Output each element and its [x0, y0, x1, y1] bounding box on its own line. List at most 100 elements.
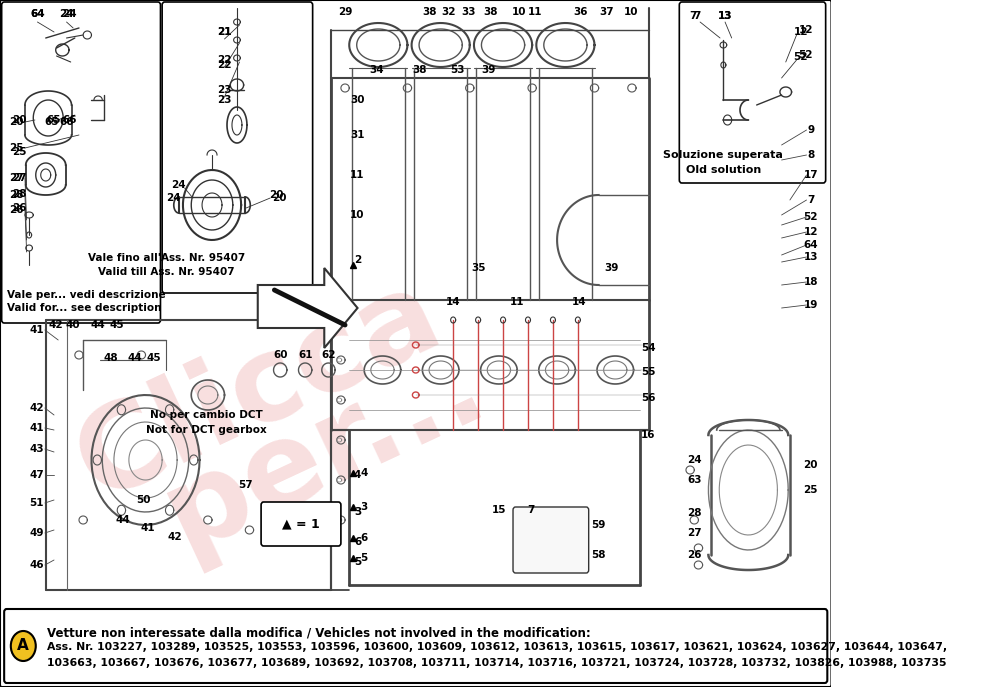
Text: 20: 20	[803, 460, 818, 470]
Circle shape	[11, 631, 36, 661]
Text: 60: 60	[273, 350, 287, 360]
Text: 39: 39	[482, 65, 496, 75]
Text: 20: 20	[272, 193, 287, 203]
Text: 24: 24	[166, 193, 181, 203]
FancyBboxPatch shape	[0, 0, 831, 687]
Text: 38: 38	[412, 65, 426, 75]
Text: 20: 20	[12, 115, 26, 125]
Text: 23: 23	[217, 95, 232, 105]
Text: 56: 56	[641, 393, 656, 403]
Text: 47: 47	[29, 470, 44, 480]
Text: 43: 43	[29, 444, 44, 454]
Text: 5: 5	[361, 553, 368, 563]
Text: 3: 3	[361, 502, 368, 512]
Text: 44: 44	[116, 515, 130, 525]
Text: 12: 12	[798, 25, 813, 35]
Text: 4: 4	[360, 468, 368, 478]
Text: ▲ = 1: ▲ = 1	[282, 517, 320, 530]
FancyBboxPatch shape	[2, 2, 160, 323]
Text: 2: 2	[354, 255, 361, 265]
Text: 45: 45	[147, 353, 161, 363]
Text: 29: 29	[338, 7, 352, 17]
Text: 52: 52	[798, 50, 813, 60]
Text: 31: 31	[350, 130, 365, 140]
Text: 42: 42	[29, 403, 44, 413]
Text: 62: 62	[321, 350, 336, 360]
Text: 38: 38	[423, 7, 437, 17]
Text: 64: 64	[803, 240, 818, 250]
Text: 24: 24	[59, 9, 74, 19]
Text: 59: 59	[591, 520, 606, 530]
Text: 13: 13	[803, 252, 818, 262]
Text: 11: 11	[510, 297, 524, 307]
Text: 44: 44	[91, 320, 105, 330]
Text: 12: 12	[793, 27, 808, 37]
Text: 27: 27	[687, 528, 702, 538]
Text: 11: 11	[350, 170, 365, 180]
Text: 30: 30	[350, 95, 365, 105]
Text: 26: 26	[687, 550, 702, 560]
Text: 49: 49	[29, 528, 44, 538]
Text: Vale per... vedi descrizione: Vale per... vedi descrizione	[7, 290, 165, 300]
Text: 14: 14	[446, 297, 460, 307]
Text: 55: 55	[641, 367, 656, 377]
Text: 103663, 103667, 103676, 103677, 103689, 103692, 103708, 103711, 103714, 103716, : 103663, 103667, 103676, 103677, 103689, …	[47, 658, 946, 668]
Text: 65: 65	[47, 115, 61, 125]
Text: 34: 34	[369, 65, 384, 75]
Text: 6: 6	[354, 537, 361, 547]
FancyBboxPatch shape	[4, 609, 827, 683]
FancyBboxPatch shape	[162, 2, 313, 293]
Text: 7: 7	[693, 11, 700, 21]
Text: 25: 25	[9, 143, 24, 153]
FancyBboxPatch shape	[679, 2, 826, 183]
Text: 16: 16	[641, 430, 656, 440]
Text: 24: 24	[171, 180, 186, 190]
Text: 66: 66	[63, 115, 77, 125]
Text: 36: 36	[573, 7, 588, 17]
Text: 10: 10	[512, 7, 526, 17]
Text: 10: 10	[350, 210, 365, 220]
Text: 17: 17	[803, 170, 818, 180]
Text: 35: 35	[471, 263, 485, 273]
Text: 7: 7	[527, 505, 534, 515]
Text: 23: 23	[217, 85, 232, 95]
Text: 48: 48	[103, 353, 118, 363]
Text: 21: 21	[217, 27, 232, 37]
Text: 8: 8	[807, 150, 814, 160]
Text: 54: 54	[641, 343, 656, 353]
Text: No per cambio DCT: No per cambio DCT	[150, 410, 263, 420]
Text: 18: 18	[803, 277, 818, 287]
Text: 10: 10	[624, 7, 638, 17]
Text: 57: 57	[238, 480, 253, 490]
Text: 5: 5	[354, 557, 361, 567]
FancyBboxPatch shape	[513, 507, 589, 573]
Text: 28: 28	[687, 508, 702, 518]
Text: 28: 28	[9, 190, 24, 200]
Text: Not for DCT gearbox: Not for DCT gearbox	[146, 425, 267, 435]
Text: 42: 42	[48, 320, 63, 330]
Text: 33: 33	[461, 7, 475, 17]
Text: Soluzione superata: Soluzione superata	[663, 150, 783, 160]
Text: 6: 6	[361, 533, 368, 543]
Text: Clicca: Clicca	[58, 256, 457, 524]
Text: 39: 39	[604, 263, 618, 273]
Text: 64: 64	[30, 9, 45, 19]
Text: 25: 25	[12, 147, 26, 157]
Text: 66: 66	[59, 117, 74, 127]
Text: 27: 27	[9, 173, 24, 183]
Text: Old solution: Old solution	[686, 165, 761, 175]
Text: 25: 25	[803, 485, 818, 495]
Text: 19: 19	[804, 300, 818, 310]
Text: 3: 3	[354, 507, 361, 517]
Text: Ass. Nr. 103227, 103289, 103525, 103553, 103596, 103600, 103609, 103612, 103613,: Ass. Nr. 103227, 103289, 103525, 103553,…	[47, 642, 947, 652]
Text: 53: 53	[450, 65, 465, 75]
Text: 20: 20	[9, 117, 24, 127]
FancyBboxPatch shape	[261, 502, 341, 546]
Text: 4: 4	[354, 470, 361, 480]
Text: 21: 21	[217, 27, 232, 37]
Text: 32: 32	[442, 7, 456, 17]
Text: 52: 52	[803, 212, 818, 222]
Text: 64: 64	[30, 9, 45, 19]
Text: 7: 7	[807, 195, 814, 205]
Text: 40: 40	[66, 320, 80, 330]
